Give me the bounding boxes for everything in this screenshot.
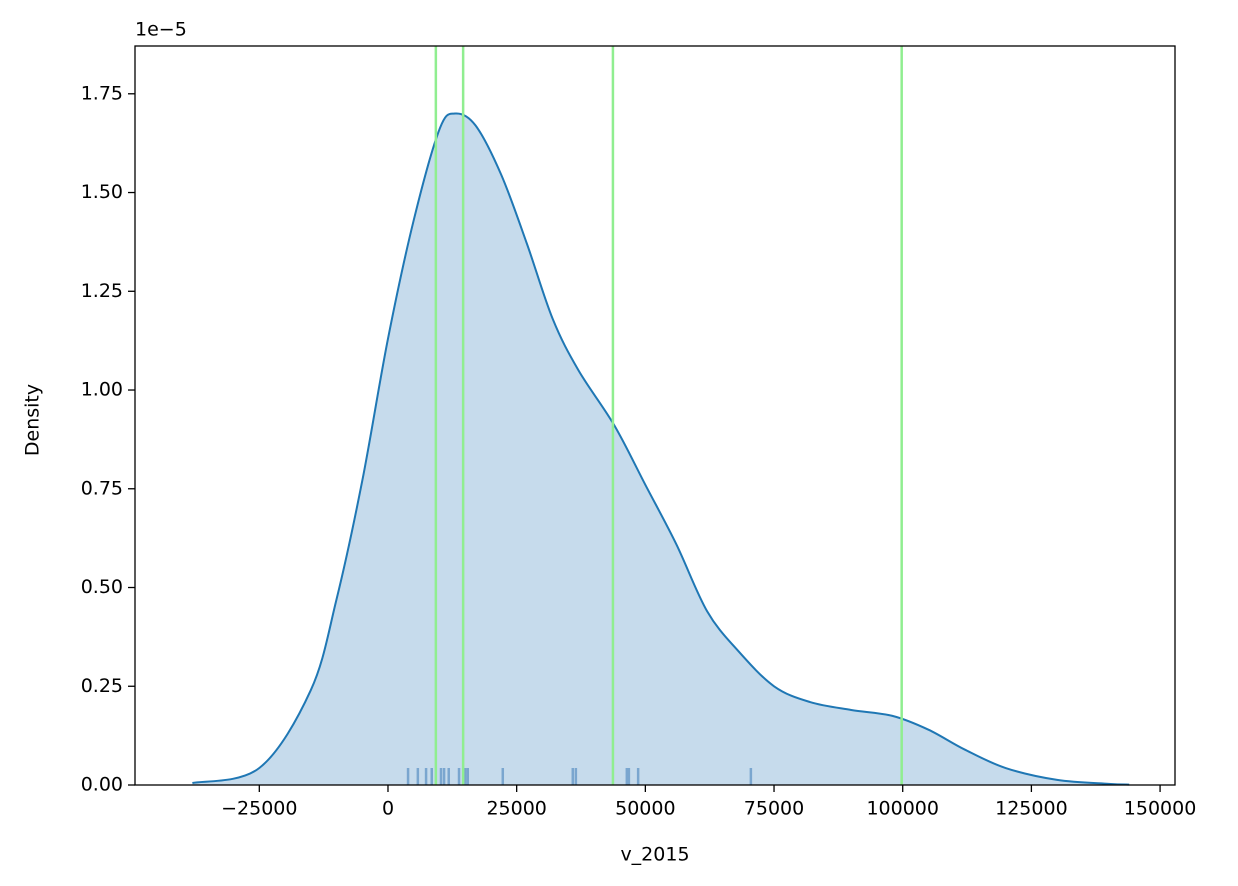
y-tick-label: 0.00 xyxy=(81,774,123,796)
x-axis-label: v_2015 xyxy=(620,844,689,866)
y-tick-label: 1.75 xyxy=(81,82,123,104)
y-axis-label: Density xyxy=(22,384,44,456)
x-tick-label: 25000 xyxy=(486,798,546,820)
y-tick-label: 1.00 xyxy=(81,379,123,401)
x-tick-label: 0 xyxy=(382,798,394,820)
y-offset-label: 1e−5 xyxy=(135,19,187,41)
x-tick-label: −25000 xyxy=(221,798,297,820)
density-area xyxy=(192,113,1130,786)
x-tick-label: 150000 xyxy=(1124,798,1197,820)
y-tick-label: 1.25 xyxy=(81,280,123,302)
y-tick-label: 0.50 xyxy=(81,576,123,598)
y-tick-label: 1.50 xyxy=(81,181,123,203)
y-tick-label: 0.75 xyxy=(81,477,123,499)
x-tick-label: 75000 xyxy=(744,798,804,820)
y-tick-label: 0.25 xyxy=(81,675,123,697)
x-tick-label: 125000 xyxy=(995,798,1068,820)
plot-frame xyxy=(134,45,1176,786)
x-tick-label: 50000 xyxy=(615,798,675,820)
x-tick-label: 100000 xyxy=(866,798,939,820)
density-line xyxy=(192,112,1130,786)
